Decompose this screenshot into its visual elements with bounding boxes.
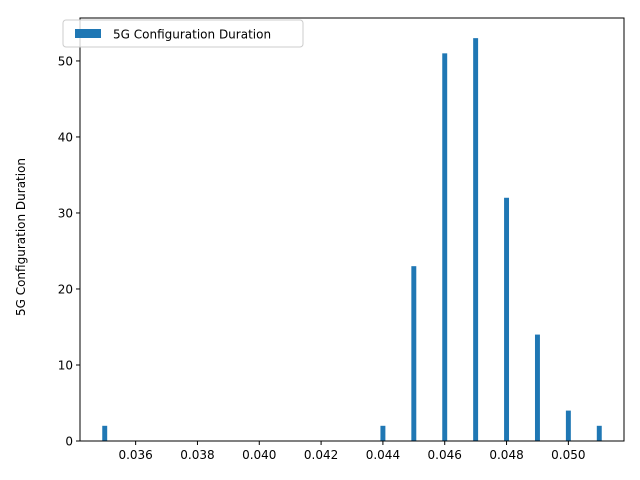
bar-0.035 (102, 425, 108, 441)
x-tick-label: 0.038 (180, 448, 214, 462)
legend-label: 5G Configuration Duration (113, 28, 271, 42)
bar-0.044 (380, 425, 386, 441)
y-tick-label: 50 (58, 54, 73, 68)
plot-frame (79, 17, 625, 442)
bar-0.046 (442, 53, 448, 442)
legend-box (62, 19, 304, 48)
bars-layer (102, 38, 602, 442)
bar-0.048 (504, 197, 510, 441)
axes-layer: 0.036 0.038 0.040 0.042 0.044 0.046 0.048 0.050… (58, 17, 625, 462)
bar-0.049 (534, 334, 540, 441)
y-tick-label: 10 (58, 358, 73, 372)
y-tick-label: 30 (58, 206, 73, 220)
y-tick-label: 40 (58, 130, 73, 144)
bar-0.051 (596, 425, 602, 441)
x-tick-label: 0.044 (366, 448, 400, 462)
bar-0.047 (473, 38, 479, 442)
x-tick-label: 0.040 (242, 448, 276, 462)
x-tick-label: 0.036 (118, 448, 152, 462)
y-tick-label: 20 (58, 282, 73, 296)
x-tick-label: 0.042 (304, 448, 338, 462)
x-tick-label: 0.048 (489, 448, 523, 462)
bar-0.050 (565, 410, 571, 441)
legend: 5G Configuration Duration (62, 19, 304, 48)
x-tick-label: 0.046 (428, 448, 462, 462)
y-tick-label: 0 (65, 435, 73, 449)
legend-swatch (75, 29, 101, 38)
y-axis-label: 5G Configuration Duration (14, 158, 28, 316)
x-tick-label: 0.050 (551, 448, 585, 462)
bar-0.045 (411, 266, 417, 441)
